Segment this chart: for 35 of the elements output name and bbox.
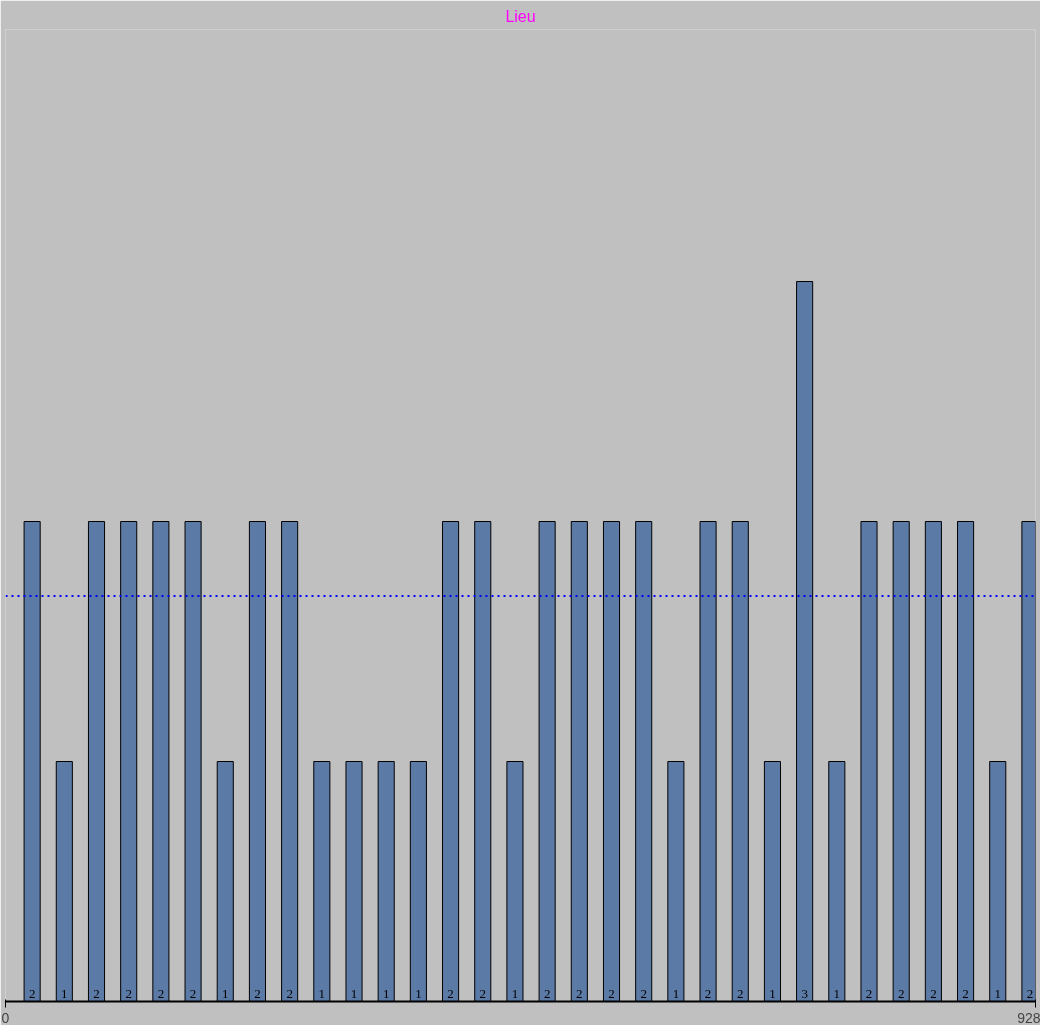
data-label: 2 <box>157 985 165 1001</box>
data-label: 3 <box>801 985 808 1001</box>
data-label: 2 <box>254 985 261 1001</box>
data-label: 1 <box>350 985 358 1001</box>
data-label: 2 <box>737 985 744 1001</box>
data-label: 2 <box>930 985 937 1001</box>
data-label: 2 <box>608 985 615 1001</box>
data-label: 2 <box>28 985 36 1001</box>
chart-title: Lieu <box>505 7 536 25</box>
data-label: 1 <box>994 985 1002 1001</box>
data-label: 2 <box>286 985 293 1001</box>
data-label: 1 <box>61 985 68 1001</box>
data-label: 2 <box>543 985 551 1001</box>
data-label: 1 <box>769 985 776 1001</box>
x-tick-label: 928 <box>1017 1009 1041 1026</box>
data-label: 2 <box>576 985 583 1001</box>
data-label: 1 <box>382 985 390 1001</box>
data-label: 2 <box>1026 985 1034 1001</box>
data-label: 1 <box>672 985 680 1001</box>
data-label: 2 <box>479 985 487 1001</box>
data-label: 1 <box>318 985 326 1001</box>
data-label: 2 <box>93 985 100 1001</box>
data-label: 1 <box>415 985 422 1001</box>
data-label: 2 <box>640 985 647 1001</box>
data-label: 2 <box>704 985 712 1001</box>
data-label: 2 <box>897 985 905 1001</box>
data-label: 1 <box>511 985 519 1001</box>
data-label: 2 <box>125 985 132 1001</box>
data-label: 1 <box>833 985 841 1001</box>
data-label: 2 <box>962 985 969 1001</box>
data-label: 1 <box>222 985 229 1001</box>
data-label: 2 <box>447 985 454 1001</box>
data-label: 2 <box>865 985 873 1001</box>
x-tick-label: 0 <box>1 1009 10 1026</box>
data-label: 2 <box>189 985 197 1001</box>
